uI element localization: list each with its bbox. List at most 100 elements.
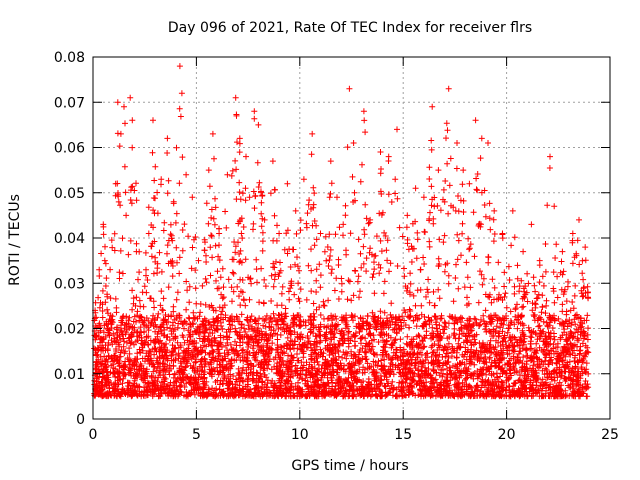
data-point xyxy=(336,224,343,231)
data-point xyxy=(161,219,168,226)
data-point xyxy=(237,258,244,265)
data-point xyxy=(310,330,317,337)
data-point xyxy=(483,393,490,400)
data-point xyxy=(115,198,122,205)
data-point xyxy=(565,382,572,389)
data-point xyxy=(228,172,235,179)
data-point xyxy=(270,237,277,244)
data-point xyxy=(119,235,126,242)
data-point xyxy=(539,367,546,374)
data-point xyxy=(384,237,391,244)
data-point xyxy=(259,238,266,245)
data-point xyxy=(465,235,472,242)
data-point xyxy=(121,338,128,345)
data-point xyxy=(193,300,200,307)
data-point xyxy=(430,288,437,295)
data-point xyxy=(493,337,499,344)
data-point xyxy=(344,144,351,151)
data-point xyxy=(394,195,401,202)
data-point xyxy=(471,336,478,343)
data-point xyxy=(584,283,591,290)
data-point xyxy=(504,347,510,354)
data-point xyxy=(393,329,400,336)
data-point xyxy=(445,210,452,217)
data-point xyxy=(356,294,362,301)
data-point xyxy=(342,202,349,209)
data-point xyxy=(181,384,188,390)
data-point xyxy=(129,306,136,313)
data-point xyxy=(150,298,157,305)
data-point xyxy=(553,383,560,390)
data-point xyxy=(234,283,241,290)
data-point xyxy=(203,279,210,286)
data-point xyxy=(135,383,141,390)
data-point xyxy=(283,230,290,237)
data-point xyxy=(173,296,180,303)
data-point xyxy=(134,337,141,344)
data-point xyxy=(308,351,314,358)
data-point xyxy=(202,275,209,282)
data-point xyxy=(127,237,134,244)
data-point xyxy=(184,337,191,344)
data-point xyxy=(250,188,257,195)
data-point xyxy=(581,366,588,373)
data-point xyxy=(398,373,405,380)
data-point xyxy=(305,201,312,208)
data-point xyxy=(216,242,222,249)
data-point xyxy=(375,339,382,345)
data-point xyxy=(482,307,489,314)
data-point xyxy=(417,286,424,293)
data-point xyxy=(569,260,576,267)
data-point xyxy=(133,240,140,247)
data-point xyxy=(549,325,556,331)
data-point xyxy=(165,177,172,184)
data-point xyxy=(464,374,471,381)
data-point xyxy=(107,317,114,324)
data-point xyxy=(150,224,157,231)
data-point xyxy=(428,137,435,144)
data-point xyxy=(346,328,352,335)
data-point xyxy=(103,275,110,282)
data-point xyxy=(467,383,474,390)
data-point xyxy=(539,304,546,311)
data-point xyxy=(234,352,241,359)
data-point xyxy=(486,355,493,362)
data-point xyxy=(561,329,568,336)
data-point xyxy=(258,189,264,196)
data-point xyxy=(269,340,276,347)
data-point xyxy=(321,315,327,322)
data-point xyxy=(367,381,374,388)
data-point xyxy=(466,246,473,253)
data-point xyxy=(256,299,263,306)
data-point xyxy=(258,223,265,230)
data-point xyxy=(129,287,136,294)
data-point xyxy=(490,371,497,378)
data-point xyxy=(127,340,134,347)
data-point xyxy=(223,329,230,336)
data-point xyxy=(111,247,118,254)
data-point xyxy=(145,204,152,211)
data-point xyxy=(413,381,420,388)
data-point xyxy=(348,312,355,319)
data-point xyxy=(560,268,567,275)
data-point xyxy=(175,320,182,327)
data-point xyxy=(296,341,303,348)
data-point xyxy=(151,177,158,184)
data-point xyxy=(364,360,371,367)
data-point xyxy=(570,305,577,312)
data-point xyxy=(429,196,436,203)
data-point xyxy=(388,300,395,307)
data-point xyxy=(452,314,459,321)
data-point xyxy=(183,363,189,370)
data-point xyxy=(189,320,196,327)
data-point xyxy=(576,261,583,268)
data-point xyxy=(418,302,425,309)
data-point xyxy=(550,269,557,276)
data-point xyxy=(274,222,280,229)
data-point xyxy=(490,216,497,223)
data-point xyxy=(569,239,576,246)
data-point xyxy=(313,277,320,284)
data-point xyxy=(498,379,505,385)
data-point xyxy=(440,196,446,203)
data-point xyxy=(453,165,460,172)
